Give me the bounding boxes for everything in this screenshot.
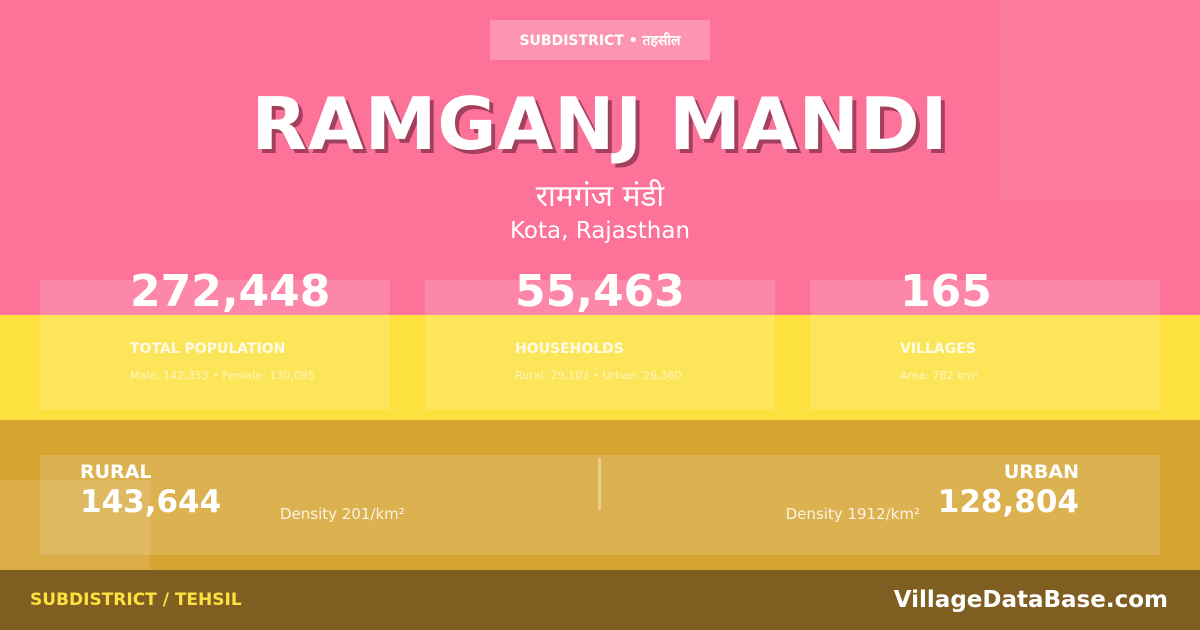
location: Kota, Rajasthan: [509, 218, 691, 244]
divider: [598, 458, 601, 510]
rural-value: 143,644: [80, 484, 222, 520]
stat-detail: Rural: 29,103 • Urban: 26,360: [515, 369, 682, 382]
stat-value: 55,463: [515, 266, 685, 317]
stat-label: HOUSEHOLDS: [515, 341, 624, 357]
footer-category: SUBDISTRICT / TEHSIL: [30, 590, 242, 610]
site-link[interactable]: VillageDataBase.com: [893, 587, 1168, 613]
urban-value: 128,804: [937, 484, 1079, 520]
decor-square: [1000, 0, 1200, 200]
rural-density: Density 201/km²: [280, 505, 405, 523]
stat-card-households: 55,463 HOUSEHOLDS Rural: 29,103 • Urban:…: [425, 266, 775, 410]
urban-label: URBAN: [1003, 461, 1079, 483]
rural-label: RURAL: [80, 461, 152, 483]
rural-urban-panel: [40, 455, 1160, 555]
stat-detail: Male: 142,353 • Female: 130,095: [130, 369, 315, 382]
stat-card-population: 272,448 TOTAL POPULATION Male: 142,353 •…: [40, 266, 390, 410]
stat-value: 165: [900, 266, 992, 317]
stats-band: [0, 315, 1200, 420]
title-hindi: रामगंज मंडी: [535, 179, 665, 214]
stat-label: VILLAGES: [900, 341, 976, 357]
stat-detail: Area: 782 km²: [900, 369, 979, 382]
split-band: [0, 420, 1200, 570]
stat-label: TOTAL POPULATION: [130, 341, 286, 357]
type-badge: SUBDISTRICT • तहसील: [490, 20, 710, 60]
header-band: [0, 0, 1200, 315]
stat-card-villages: 165 VILLAGES Area: 782 km²: [810, 266, 1160, 410]
urban-density: Density 1912/km²: [785, 505, 920, 523]
stat-value: 272,448: [130, 266, 331, 317]
footer: SUBDISTRICT / TEHSIL VillageDataBase.com: [0, 570, 1200, 630]
page-title: RAMGANJ MANDI: [251, 82, 949, 166]
decor-square: [0, 480, 150, 570]
